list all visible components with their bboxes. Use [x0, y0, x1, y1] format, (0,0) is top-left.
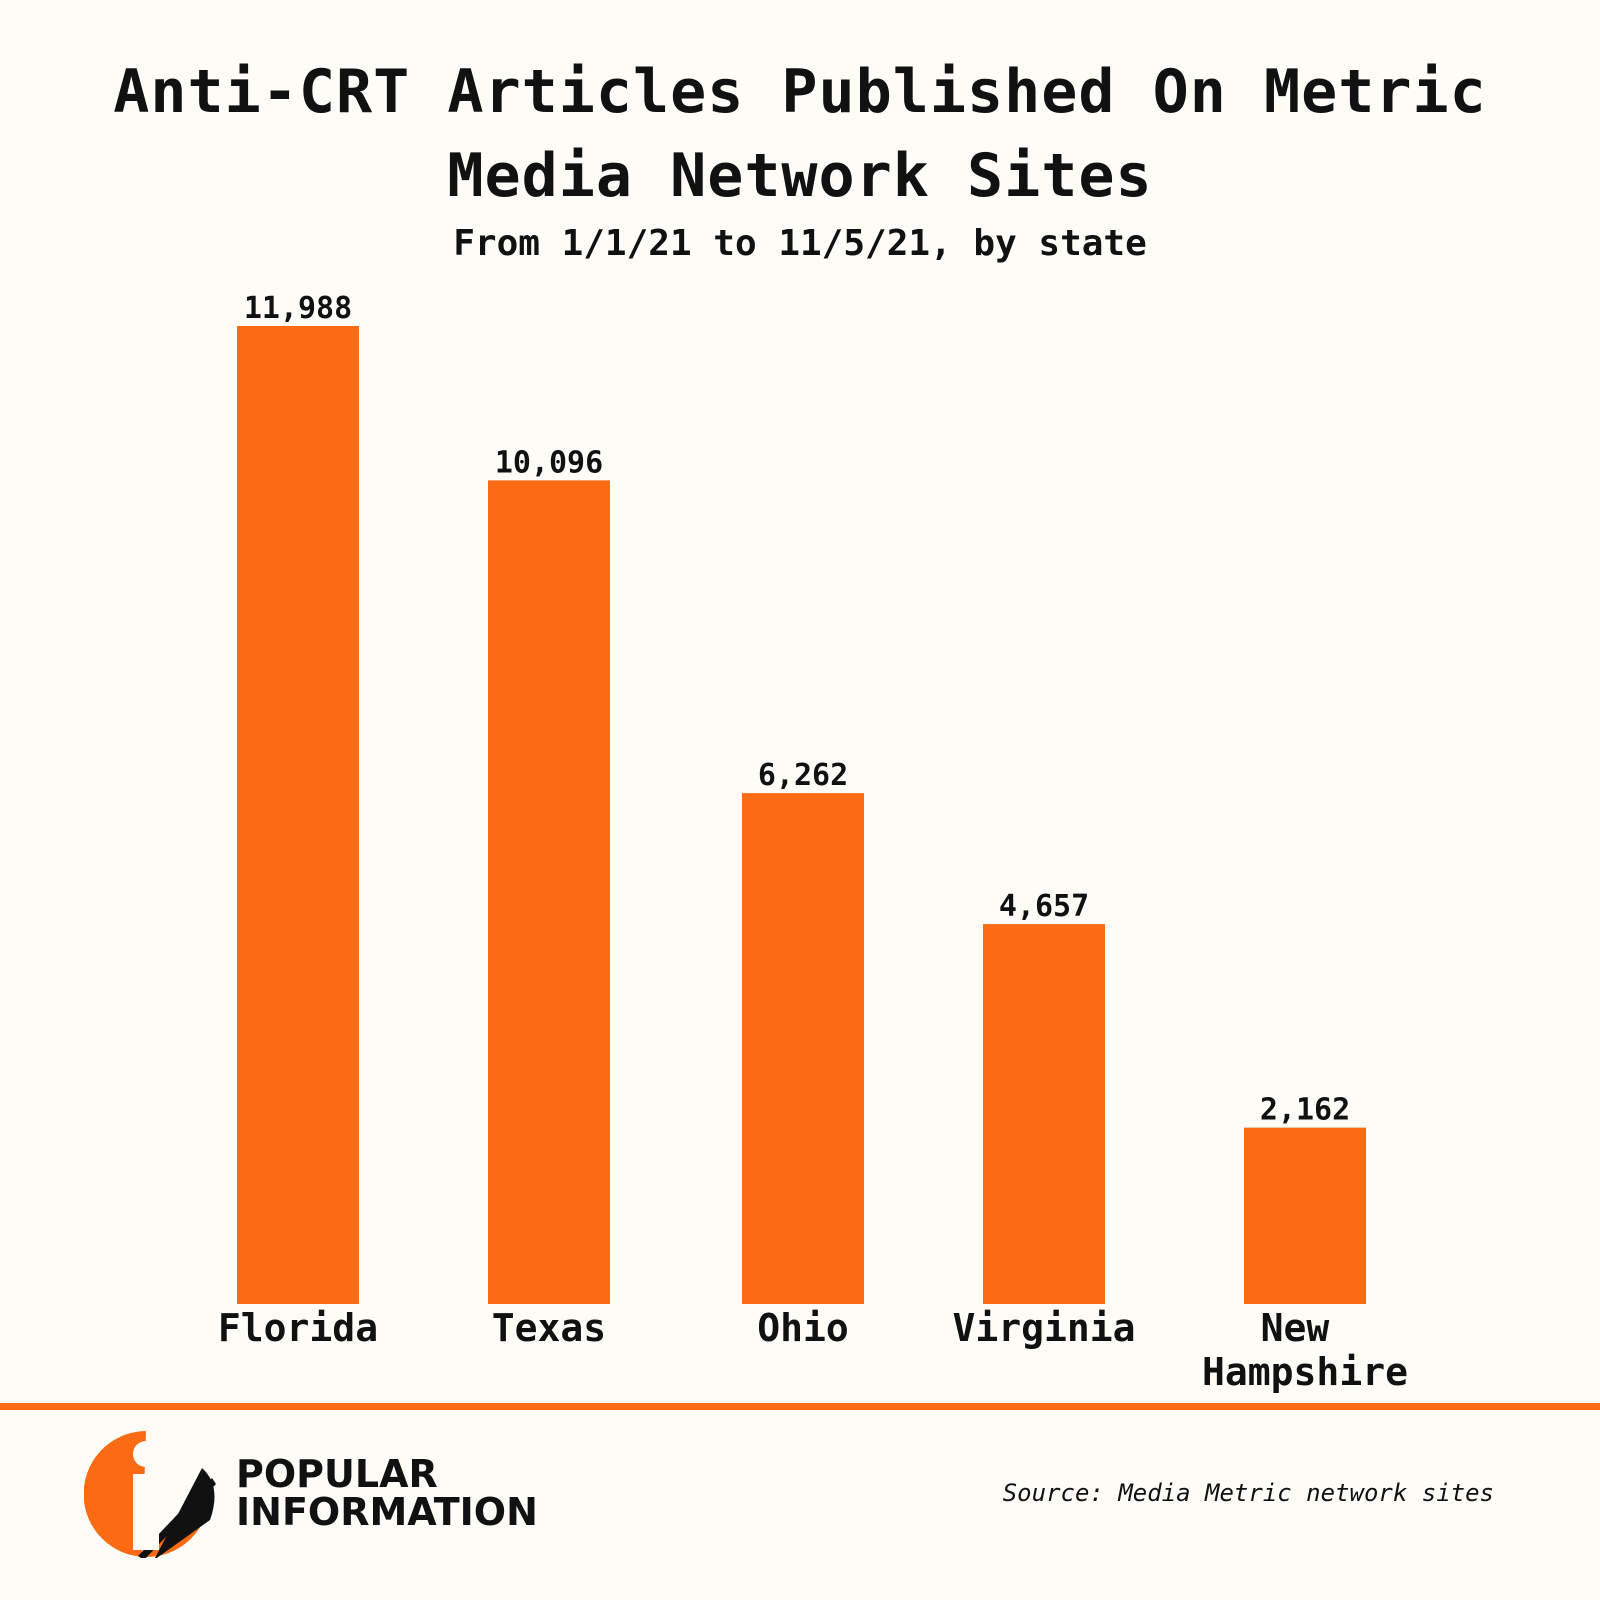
category-label: Texas: [492, 1306, 606, 1350]
bar-ohio: [742, 793, 864, 1304]
value-label: 2,162: [1260, 1093, 1350, 1128]
category-label: Virginia: [952, 1306, 1135, 1350]
chart-title-line-2: Media Network Sites: [447, 141, 1153, 211]
category-label: Hampshire: [1202, 1350, 1408, 1394]
bar-virginia: [983, 924, 1105, 1304]
brand-wordmark: POPULAR INFORMATION: [236, 1455, 538, 1531]
chart-title-line-1: Anti-CRT Articles Published On Metric: [113, 57, 1487, 127]
category-label: Ohio: [757, 1306, 849, 1350]
bar-chart: 11,988 Florida 10,096 Texas 6,262 Ohio 4,657 Vi…: [218, 291, 1408, 1394]
value-label: 4,657: [999, 889, 1089, 924]
chart-subtitle: From 1/1/21 to 11/5/21, by state: [453, 223, 1147, 264]
bar-texas: [488, 480, 610, 1304]
value-label: 6,262: [758, 758, 848, 793]
brand-line-2: INFORMATION: [236, 1490, 538, 1534]
bar-florida: [237, 326, 359, 1304]
popular-information-logo-icon: [84, 1431, 216, 1558]
source-note: Source: Media Metric network sites: [1002, 1479, 1494, 1507]
value-label: 11,988: [244, 291, 352, 326]
brand-line-1: POPULAR: [236, 1452, 438, 1496]
chart-title: Anti-CRT Articles Published On Metric Me…: [0, 50, 1600, 218]
value-label: 10,096: [495, 445, 603, 480]
bar-new-hampshire: [1244, 1127, 1366, 1304]
category-label: New: [1261, 1306, 1330, 1350]
footer-divider: [0, 1403, 1600, 1410]
category-label: Florida: [218, 1306, 378, 1350]
